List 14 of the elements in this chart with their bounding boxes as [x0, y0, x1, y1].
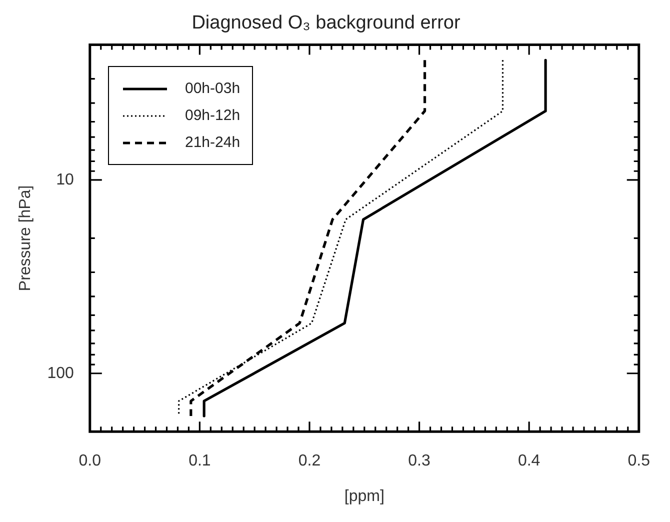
- legend-label: 00h-03h: [185, 80, 240, 97]
- y-axis-title: Pressure [hPa]: [17, 185, 34, 292]
- chart-title: Diagnosed O₃ background error: [192, 12, 461, 34]
- x-tick-label: 0.5: [628, 452, 650, 470]
- x-tick-label: 0.1: [188, 452, 211, 470]
- x-tick-label: 0.3: [408, 452, 431, 470]
- legend-label: 21h-24h: [185, 134, 240, 151]
- x-tick-label: 0.0: [78, 452, 102, 470]
- y-tick-label: 10: [56, 171, 74, 188]
- legend-label: 09h-12h: [185, 107, 240, 124]
- y-tick-label: 100: [47, 364, 74, 382]
- x-tick-label: 0.2: [298, 452, 321, 470]
- x-axis-title: [ppm]: [344, 488, 384, 505]
- x-tick-label: 0.4: [518, 452, 540, 470]
